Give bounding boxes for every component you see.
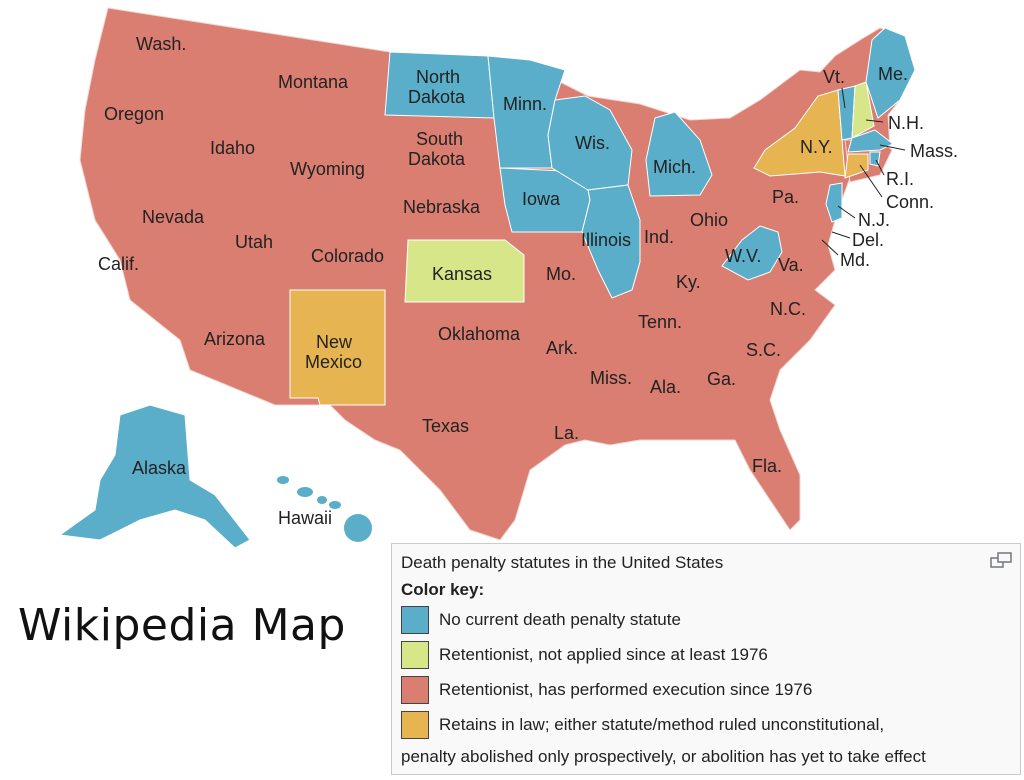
label-wis: Wis. [575,133,610,153]
legend-box: Death penalty statutes in the United Sta… [391,543,1021,775]
label-la: La. [554,423,579,443]
label-north-dakota-1: North [416,67,460,87]
label-miss: Miss. [590,368,632,388]
label-nh: N.H. [888,113,924,133]
label-nc: N.C. [770,299,806,319]
label-utah: Utah [235,232,273,252]
leader-nj [837,205,856,219]
state-west-virginia [721,225,783,281]
state-new-hampshire [851,81,875,139]
legend-item-label: Retentionist, has performed execution si… [439,680,813,699]
swatch-blue [401,606,429,634]
label-mass: Mass. [910,141,958,161]
label-minn: Minn. [503,94,547,114]
map-canvas: Wash. Oregon Calif. Idaho Nevada Montana… [58,7,958,549]
state-maine [865,27,916,119]
label-wyoming: Wyoming [290,159,365,179]
label-fla: Fla. [752,456,782,476]
label-south-dakota-2: Dakota [408,149,466,169]
label-pa: Pa. [772,187,799,207]
label-calif: Calif. [98,254,139,274]
leader-conn [859,164,883,198]
label-alaska: Alaska [132,458,187,478]
label-south-dakota-1: South [416,129,463,149]
leader-del [831,231,851,239]
label-illinois: Illinois [581,230,631,250]
label-iowa: Iowa [522,189,561,209]
state-connecticut [844,153,869,179]
label-oregon: Oregon [104,104,164,124]
label-ky: Ky. [676,272,701,292]
label-ala: Ala. [650,377,681,397]
label-oklahoma: Oklahoma [438,324,521,344]
label-nevada: Nevada [142,207,205,227]
label-vt: Vt. [823,67,845,87]
label-me: Me. [878,64,908,84]
leader-md [821,239,839,256]
label-ark: Ark. [546,338,578,358]
label-kansas: Kansas [432,264,492,284]
label-idaho: Idaho [210,138,255,158]
label-conn: Conn. [886,192,934,212]
swatch-orange [401,711,429,739]
state-massachusetts [847,129,894,153]
legend-item-label: Retentionist, not applied since at least… [439,645,768,664]
label-ind: Ind. [644,227,674,247]
state-alaska [58,404,251,549]
label-hawaii: Hawaii [278,508,332,528]
label-ny: N.Y. [800,137,833,157]
swatch-salmon [401,676,429,704]
label-mich: Mich. [653,157,696,177]
state-hawaii [277,476,372,542]
label-md: Md. [840,250,870,270]
legend-item-continuation: penalty abolished only prospectively, or… [401,747,926,766]
label-new-mexico-1: New [316,332,353,352]
label-nebraska: Nebraska [403,197,481,217]
state-illinois [581,184,641,299]
label-wash: Wash. [136,34,186,54]
legend-item-label: No current death penalty statute [439,610,681,629]
caption: Wikipedia Map [18,600,346,651]
swatch-yellow-green [401,641,429,669]
label-north-dakota-2: Dakota [408,87,466,107]
state-new-jersey [825,182,843,223]
label-ri: R.I. [886,169,914,189]
legend-item-label: Retains in law; either statute/method ru… [439,715,885,734]
leader-vt [841,87,846,109]
leader-mass [879,144,906,151]
leader-ri [875,159,885,176]
label-wv: W.V. [725,246,761,266]
label-ga: Ga. [707,369,736,389]
label-montana: Montana [278,72,349,92]
legend-key-heading: Color key: [401,580,485,599]
leader-nh [865,119,884,123]
label-sc: S.C. [746,340,781,360]
label-ohio: Ohio [690,210,728,230]
state-michigan [645,111,713,197]
us-map: Wash. Oregon Calif. Idaho Nevada Montana… [58,7,958,549]
label-texas: Texas [422,416,469,436]
label-del: Del. [852,230,884,250]
state-kansas [404,239,525,303]
label-arizona: Arizona [204,329,266,349]
label-mo: Mo. [546,264,576,284]
legend-title: Death penalty statutes in the United Sta… [401,553,724,572]
label-va: Va. [778,255,804,275]
label-colorado: Colorado [311,246,384,266]
label-tenn: Tenn. [638,312,682,332]
state-new-mexico [289,289,386,406]
label-new-mexico-2: Mexico [305,352,362,372]
expand-icon[interactable] [990,552,1012,568]
label-nj: N.J. [858,210,890,230]
